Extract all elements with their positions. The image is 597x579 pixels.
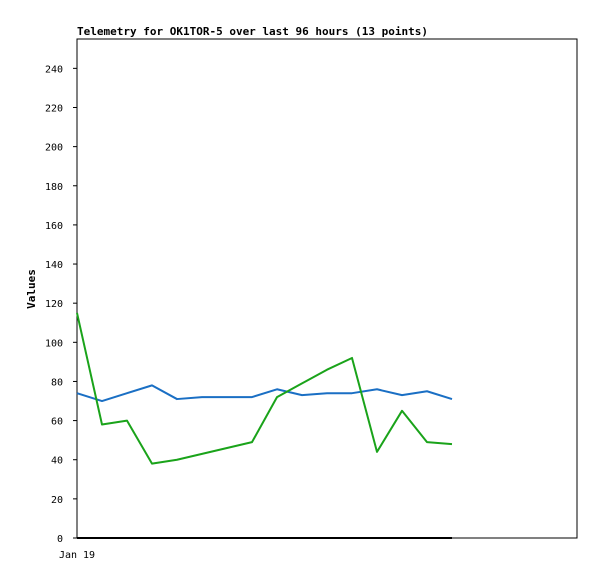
y-tick-label: 80 bbox=[51, 377, 63, 388]
y-axis: 0 20 40 60 80 100 120 140 160 180 200 220 240 bbox=[45, 64, 77, 545]
series-layer bbox=[76, 312, 453, 539]
y-tick-label: 120 bbox=[45, 299, 63, 310]
y-tick-label: 60 bbox=[51, 417, 63, 428]
series-line-1 bbox=[76, 384, 453, 403]
y-tick-label: 220 bbox=[45, 103, 63, 114]
y-axis-label: Values bbox=[25, 269, 38, 309]
y-tick-label: 40 bbox=[51, 456, 63, 467]
y-tick-label: 200 bbox=[45, 143, 63, 154]
y-tick-label: 180 bbox=[45, 182, 63, 193]
y-tick-label: 240 bbox=[45, 64, 63, 75]
x-axis: Jan 19 bbox=[59, 550, 95, 561]
x-tick-label: Jan 19 bbox=[59, 550, 95, 561]
series-line-2 bbox=[76, 312, 453, 465]
y-tick-label: 160 bbox=[45, 221, 63, 232]
chart-title: Telemetry for OK1TOR-5 over last 96 hour… bbox=[77, 25, 428, 38]
y-tick-label: 0 bbox=[57, 534, 63, 545]
y-tick-label: 100 bbox=[45, 338, 63, 349]
y-tick-label: 20 bbox=[51, 495, 63, 506]
y-tick-label: 140 bbox=[45, 260, 63, 271]
